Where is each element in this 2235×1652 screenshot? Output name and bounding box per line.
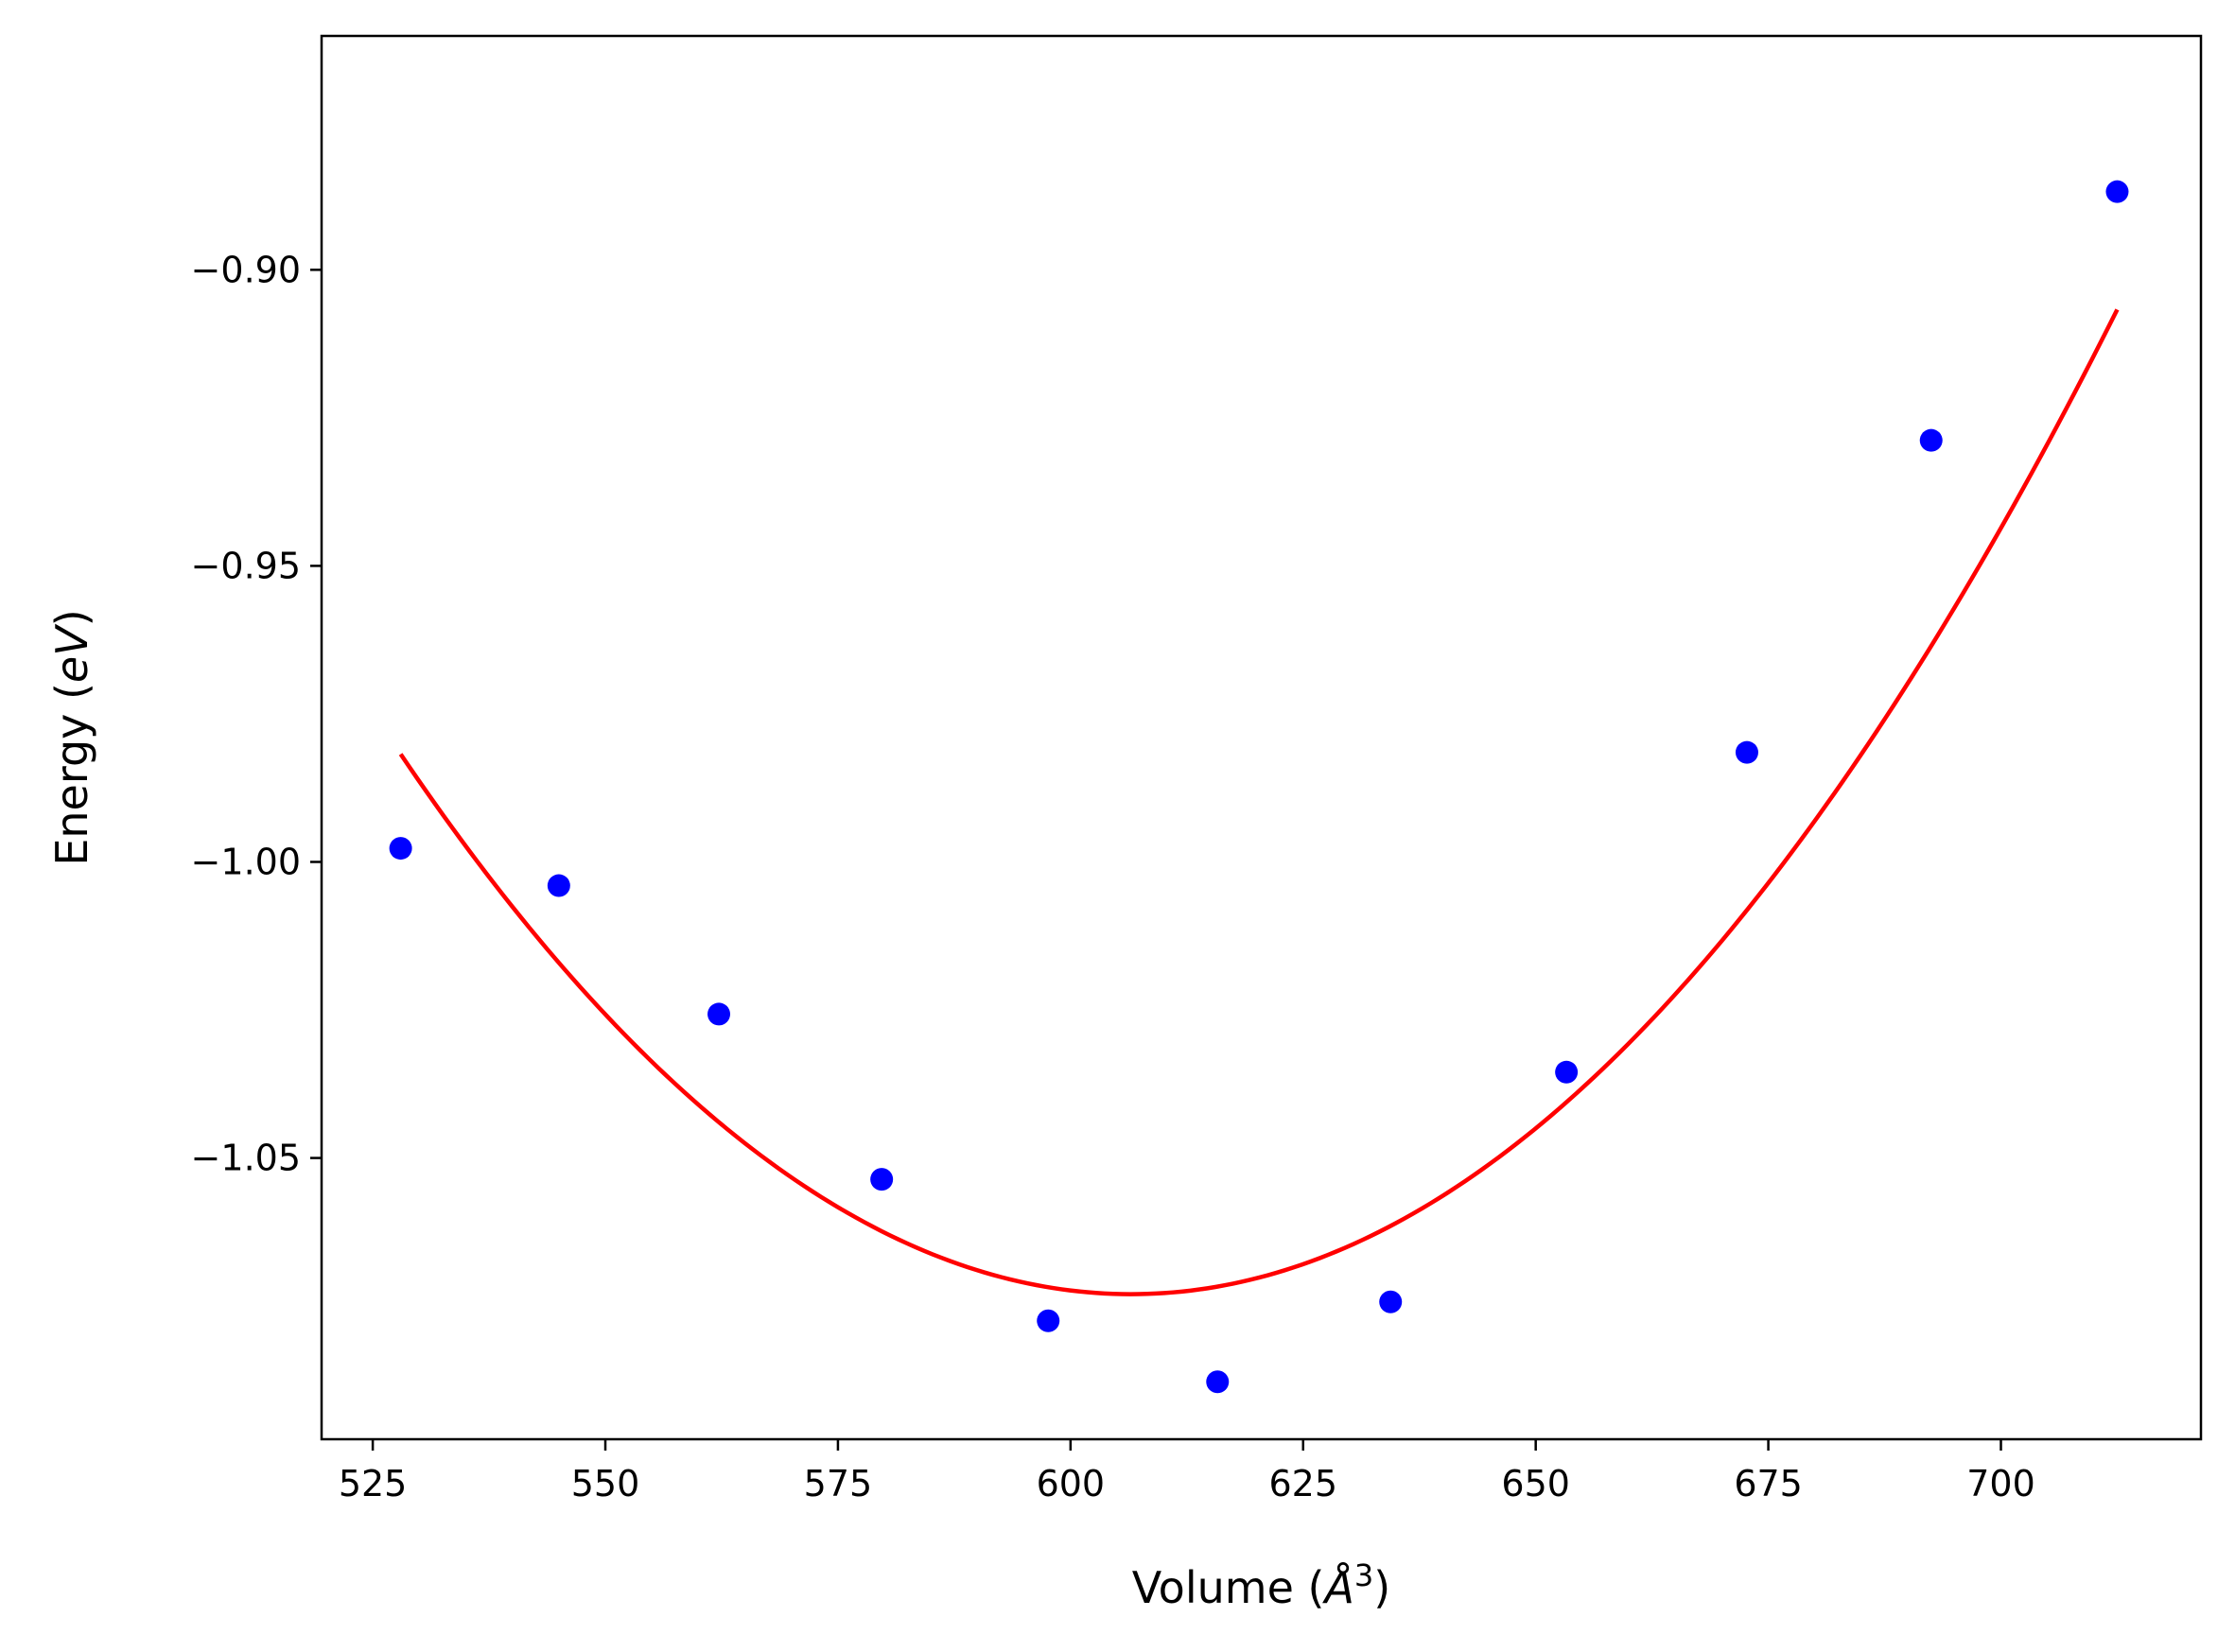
plot-area [389,180,2129,1394]
y-axis-label: Energy (eV) [46,609,97,865]
y-axis-ticks: −0.90 −0.95 −1.00 −1.05 [191,249,322,1179]
data-point [707,1002,731,1026]
x-axis-label: Volume (Å3) [1132,1557,1390,1613]
y-axis-label-unit: eV [46,623,97,683]
x-axis-label-prefix: Volume ( [1132,1562,1325,1613]
x-tick-label: 600 [1037,1463,1106,1504]
y-axis-label-suffix: ) [46,609,97,626]
x-tick-label: 525 [339,1463,408,1504]
data-point [1919,428,1943,452]
data-point [1735,740,1758,764]
y-tick-label: −1.05 [191,1138,301,1179]
y-tick-label: −0.90 [191,249,301,290]
data-point [1037,1309,1060,1332]
data-point [2105,180,2129,203]
fit-curve [398,308,2120,1296]
data-points [389,180,2129,1394]
y-axis-label-prefix: Energy ( [46,683,97,866]
data-point [1206,1370,1230,1394]
data-point [870,1168,894,1191]
data-point [1555,1060,1579,1084]
data-point [1379,1290,1403,1313]
x-axis-label-exponent: 3 [1354,1557,1373,1593]
x-axis-label-unit: Å [1321,1562,1353,1613]
x-tick-label: 675 [1734,1463,1803,1504]
y-tick-label: −0.95 [191,545,301,586]
x-tick-label: 650 [1501,1463,1570,1504]
x-axis-ticks: 525 550 575 600 625 650 675 700 [339,1439,2035,1504]
x-tick-label: 575 [804,1463,873,1504]
x-tick-label: 550 [571,1463,640,1504]
data-point [547,874,570,897]
y-tick-label: −1.00 [191,841,301,882]
axes-frame [320,34,2203,1441]
x-tick-label: 700 [1966,1463,2035,1504]
data-point [389,837,412,861]
x-axis-label-suffix: ) [1373,1562,1390,1613]
x-tick-label: 625 [1268,1463,1337,1504]
